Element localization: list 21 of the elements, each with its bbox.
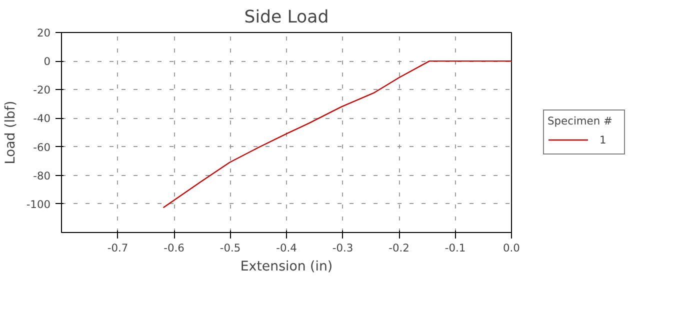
x-tick-label: -0.7	[107, 242, 128, 254]
x-tick-label: -0.1	[444, 242, 466, 254]
y-tick-label: -80	[33, 169, 51, 182]
x-tick-label: -0.4	[276, 242, 298, 254]
line-series	[162, 60, 512, 208]
y-tick-label: 0	[44, 55, 51, 68]
x-tick-label: -0.6	[164, 242, 185, 254]
legend-label: 1	[600, 133, 608, 146]
y-tick-label: -60	[33, 140, 51, 154]
x-tick-label: -0.5	[220, 242, 241, 254]
y-tick-label: -100	[26, 198, 51, 211]
y-axis-title: Load (lbf)	[3, 100, 18, 164]
x-axis-title: Extension (in)	[240, 260, 333, 274]
legend-title: Specimen #	[548, 114, 614, 128]
x-tick-label: -0.2	[388, 242, 410, 254]
y-tick-label: -20	[33, 84, 51, 97]
y-tick-label: 20	[36, 26, 51, 40]
y-tick-label: -40	[33, 112, 51, 126]
chart-title: Side Load	[244, 8, 329, 28]
x-tick-label: -0.3	[332, 242, 354, 254]
x-tick-label: 0.0	[503, 242, 520, 254]
